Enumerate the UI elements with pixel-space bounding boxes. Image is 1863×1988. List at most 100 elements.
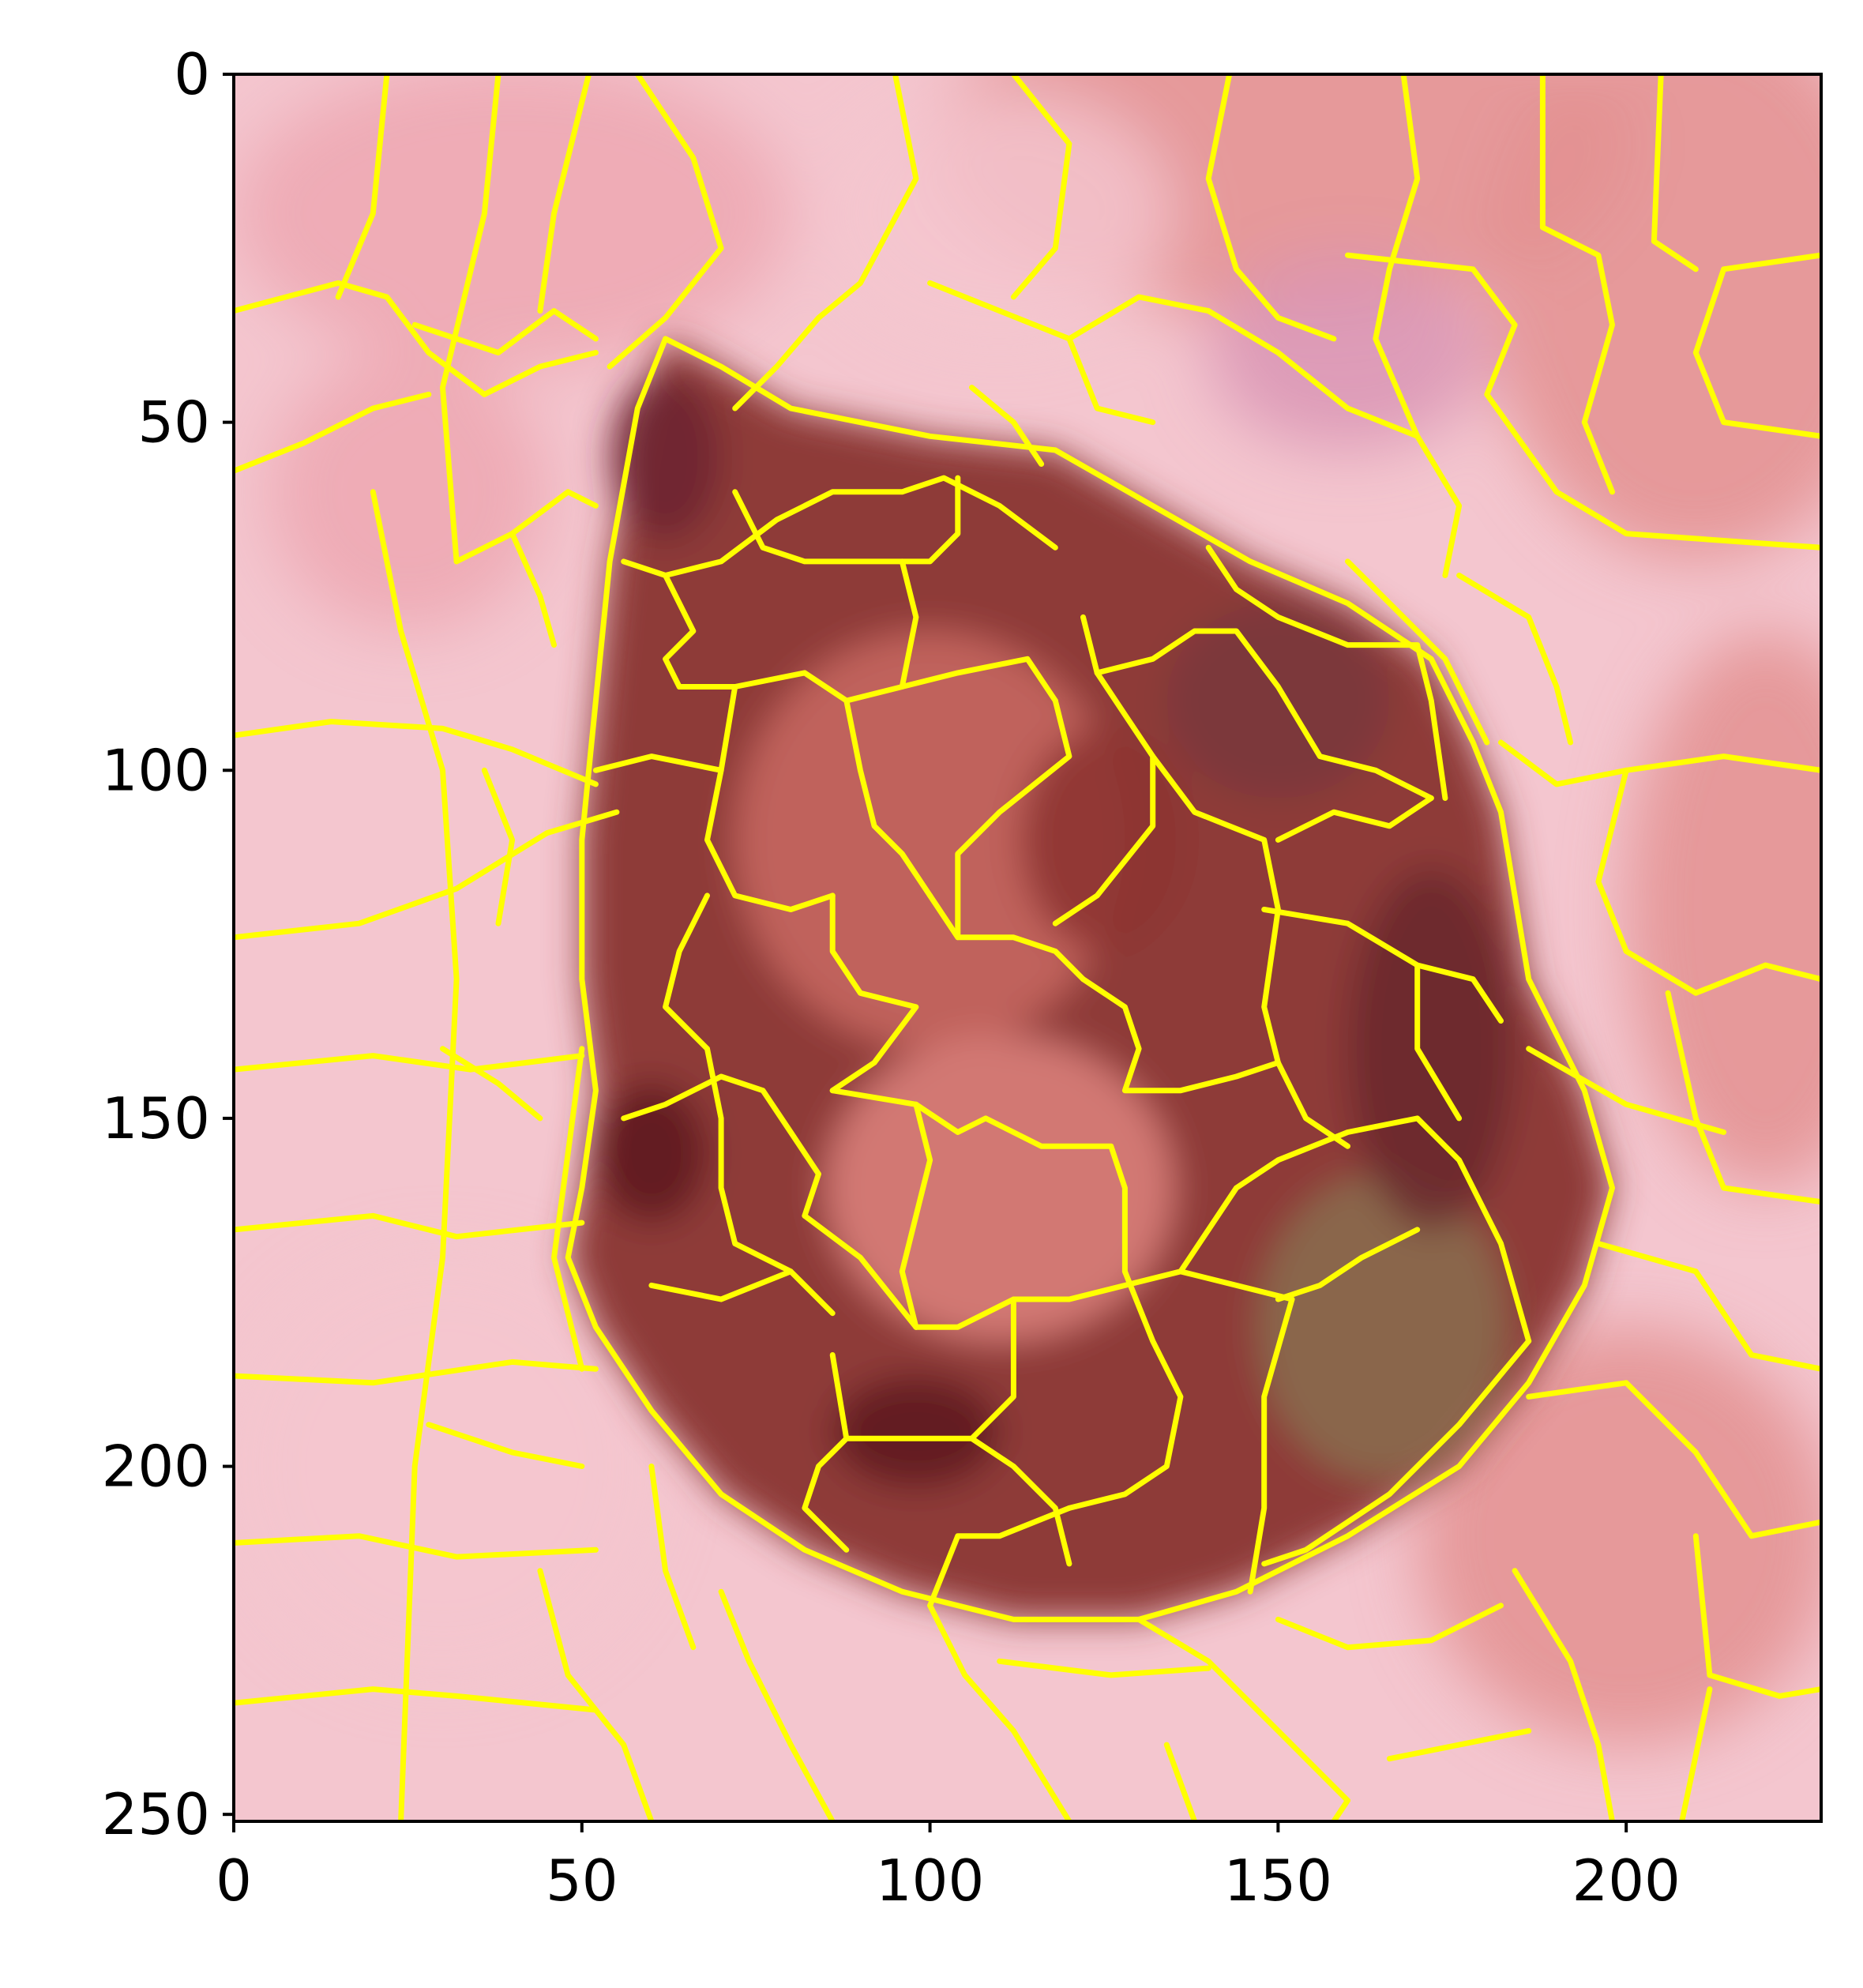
- lesion-superpixel-boundary: [1094, 628, 1434, 801]
- superpixel-boundary: [1373, 74, 1463, 578]
- x-tick-label: 200: [1572, 1847, 1680, 1914]
- skin-tone-patches: [234, 74, 1821, 1745]
- superpixel-boundary: [509, 531, 557, 648]
- superpixel-boundary: [1512, 1568, 1615, 1821]
- lesion-superpixel-boundary: [1414, 962, 1463, 1122]
- superpixel-boundary: [1136, 1616, 1350, 1821]
- lesion-superpixel-boundary: [704, 684, 836, 912]
- superpixel-boundary: [234, 1533, 599, 1560]
- superpixel-boundary: [234, 1686, 599, 1713]
- lesion-tone-patch: [1166, 603, 1390, 799]
- x-axis: 0 50 100 150 200: [216, 1821, 1681, 1914]
- superpixel-boundary: [997, 1658, 1211, 1678]
- superpixel-boundary: [1163, 1742, 1198, 1821]
- y-axis: 0 50 100 150 200 250: [102, 41, 234, 1847]
- superpixel-boundary: [1692, 252, 1821, 439]
- superpixel-boundary: [1665, 990, 1821, 1205]
- lesion-superpixel-boundary: [1275, 795, 1434, 843]
- lesion-superpixel-boundary: [927, 893, 1086, 983]
- superpixel-boundary: [234, 1359, 599, 1386]
- lesion-tone-patch: [1256, 1174, 1508, 1481]
- superpixel-boundary: [335, 74, 390, 300]
- skin-patch: [1208, 255, 1487, 450]
- superpixel-boundary: [1692, 1533, 1821, 1699]
- superpixel-boundary: [234, 391, 432, 474]
- superpixel-boundary: [481, 767, 516, 926]
- lesion-superpixel-boundary: [1275, 1227, 1421, 1302]
- lesion-superpixel-boundary: [913, 1268, 1295, 1330]
- y-tick-label: 250: [102, 1781, 210, 1847]
- lesion-superpixel-boundary: [927, 1505, 1072, 1609]
- superpixel-boundary: [1275, 350, 1421, 439]
- x-tick-label: 0: [216, 1847, 252, 1914]
- lesion-superpixel-boundary: [802, 1212, 919, 1330]
- x-tick-label: 50: [546, 1847, 618, 1914]
- skin-patch: [1486, 74, 1821, 562]
- y-tick-label: 150: [102, 1085, 210, 1152]
- skin-patch: [1626, 631, 1821, 1188]
- superpixel-boundary: [1010, 74, 1072, 300]
- lesion-superpixel-boundary: [1178, 1115, 1532, 1344]
- lesion-superpixel-boundary: [1150, 753, 1281, 1065]
- skin-patch: [234, 1257, 652, 1675]
- skin-patch: [1417, 1327, 1821, 1745]
- superpixel-boundary: [234, 280, 599, 397]
- superpixel-boundaries: [234, 74, 1821, 1821]
- lesion-tone-patch: [832, 1375, 1000, 1487]
- superpixel-boundary: [234, 1053, 585, 1073]
- superpixel-boundary: [1275, 1603, 1504, 1651]
- superpixel-boundary: [537, 74, 592, 314]
- lesion-superpixel-boundary: [969, 1435, 1072, 1567]
- lesion-superpixel-boundary: [829, 893, 919, 1094]
- lesion: [568, 338, 1613, 1620]
- lesion-superpixel-boundary: [1247, 1296, 1295, 1595]
- plot-frame: [232, 73, 1823, 1823]
- superpixel-boundary: [440, 74, 501, 565]
- superpixel-boundary: [648, 1464, 697, 1651]
- superpixel-boundary: [607, 74, 724, 370]
- lesion-superpixel-boundary: [1080, 976, 1281, 1094]
- superpixel-boundary: [440, 1046, 543, 1122]
- superpixel-boundary: [718, 1588, 836, 1821]
- lesion-superpixel-boundary: [621, 475, 1058, 578]
- skin-patch: [269, 352, 547, 632]
- lesion-superpixel-boundary: [648, 1268, 794, 1302]
- y-tick-label: 0: [174, 41, 210, 107]
- superpixel-boundary: [1595, 767, 1821, 996]
- lesion-superpixel-boundary: [1261, 1338, 1532, 1567]
- lesion-superpixel-boundary: [802, 1296, 1016, 1553]
- lesion-superpixel-boundary: [1205, 544, 1448, 801]
- lesion-superpixel-boundary: [592, 753, 724, 773]
- superpixel-boundary: [370, 489, 460, 1821]
- lesion-tone-patch: [1020, 728, 1188, 952]
- superpixel-boundary: [1205, 74, 1337, 342]
- superpixel-boundary: [1456, 573, 1574, 746]
- lesion-tone-patch: [595, 1083, 708, 1223]
- lesion-superpixel-boundary: [843, 697, 933, 899]
- x-tick-label: 100: [876, 1847, 984, 1914]
- lesion-superpixel-boundary: [621, 1073, 821, 1219]
- lesion-superpixel-boundary: [704, 1046, 836, 1317]
- lesion-superpixel-boundary: [1066, 1268, 1184, 1511]
- superpixel-boundary: [1651, 74, 1699, 272]
- superpixel-boundary: [1345, 252, 1821, 551]
- y-tick-label: 50: [137, 389, 210, 456]
- y-tick-label: 100: [102, 737, 210, 803]
- superpixel-boundary: [537, 1568, 655, 1821]
- lesion-superpixel-boundary: [663, 573, 1058, 704]
- superpixel-boundary: [1066, 294, 1281, 355]
- lesion-superpixel-boundary: [663, 893, 710, 1052]
- superpixel-boundary: [1386, 1727, 1532, 1762]
- x-tick-label: 150: [1224, 1847, 1332, 1914]
- lesion-tone-patch: [825, 1035, 1174, 1341]
- superpixel-boundary: [426, 1422, 585, 1469]
- lesion-superpixel-boundary: [829, 1352, 850, 1441]
- superpixel-boundary: [234, 719, 599, 787]
- superpixel-boundary: [1595, 1241, 1821, 1372]
- superpixel-boundary: [551, 1046, 585, 1372]
- lesion-superpixel-boundary: [829, 1088, 1128, 1275]
- superpixel-boundary: [1526, 1380, 1821, 1539]
- superpixel-boundary: [927, 280, 1156, 426]
- superpixel-boundary: [234, 809, 620, 941]
